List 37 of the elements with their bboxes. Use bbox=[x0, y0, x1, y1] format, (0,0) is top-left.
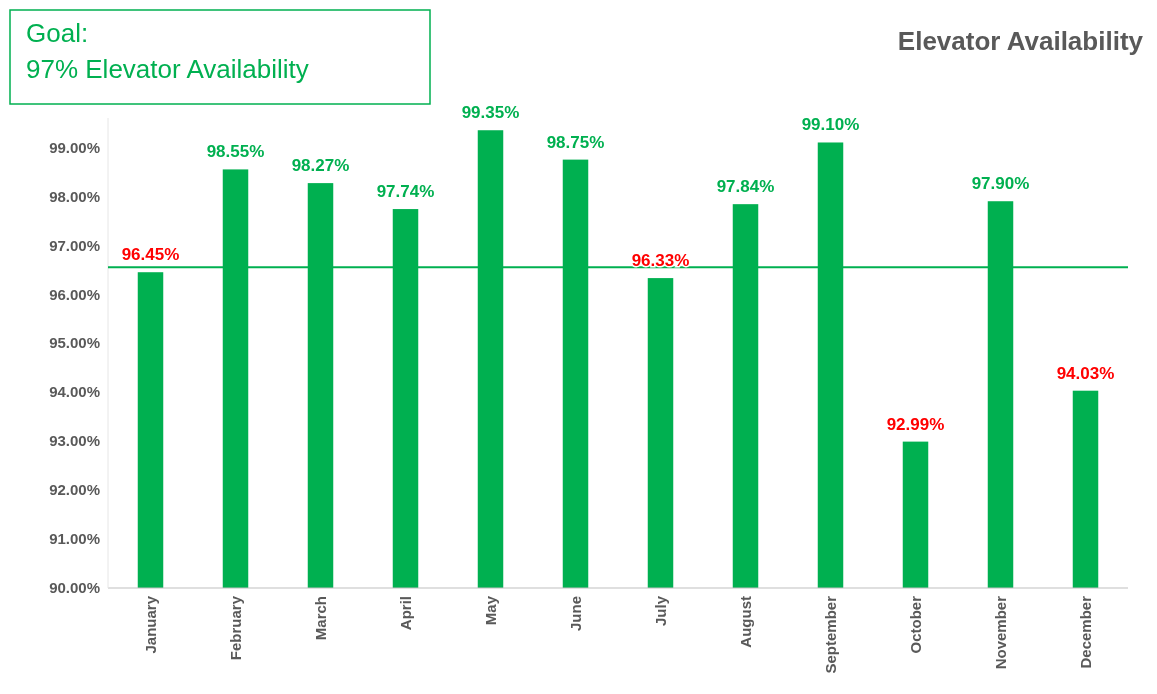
y-tick-label: 95.00% bbox=[49, 334, 100, 352]
x-tick-label: July bbox=[651, 595, 669, 627]
x-tick-label: November bbox=[991, 595, 1009, 670]
data-label: 96.33% bbox=[631, 251, 690, 271]
data-label: 98.27% bbox=[291, 156, 350, 176]
data-label: 98.75% bbox=[546, 132, 605, 152]
data-label: 97.90% bbox=[971, 174, 1030, 194]
y-tick-label: 90.00% bbox=[49, 579, 100, 597]
data-label: 96.45% bbox=[121, 245, 180, 265]
x-tick-label: August bbox=[736, 596, 754, 648]
y-tick-label: 96.00% bbox=[49, 285, 100, 303]
data-label: 94.03% bbox=[1056, 363, 1115, 383]
x-tick-label: February bbox=[226, 595, 244, 661]
x-tick-label: June bbox=[566, 596, 584, 632]
data-label: 92.99% bbox=[886, 414, 945, 434]
x-tick-label: March bbox=[311, 596, 329, 641]
y-tick-label: 92.00% bbox=[49, 481, 100, 499]
y-tick-label: 94.00% bbox=[49, 383, 100, 401]
x-tick-label: September bbox=[821, 595, 839, 674]
x-tick-label: October bbox=[906, 595, 924, 654]
text: 97% Elevator Availability bbox=[26, 54, 309, 84]
x-tick-label: April bbox=[396, 596, 414, 631]
data-label: 99.10% bbox=[801, 115, 860, 135]
y-tick-label: 98.00% bbox=[49, 187, 100, 205]
data-label: 99.35% bbox=[461, 103, 520, 123]
x-tick-label: January bbox=[141, 595, 159, 654]
y-tick-label: 99.00% bbox=[49, 138, 100, 156]
y-tick-label: 91.00% bbox=[49, 530, 100, 548]
y-tick-label: 97.00% bbox=[49, 236, 100, 254]
data-label: 97.84% bbox=[716, 177, 775, 197]
x-tick-label: May bbox=[481, 595, 499, 626]
y-tick-label: 93.00% bbox=[49, 432, 100, 450]
x-tick-label: December bbox=[1076, 595, 1094, 669]
text: Goal: bbox=[26, 18, 89, 48]
data-label: 97.74% bbox=[376, 182, 435, 202]
data-label: 98.55% bbox=[206, 142, 265, 162]
chart-title: Elevator Availability bbox=[897, 26, 1144, 56]
